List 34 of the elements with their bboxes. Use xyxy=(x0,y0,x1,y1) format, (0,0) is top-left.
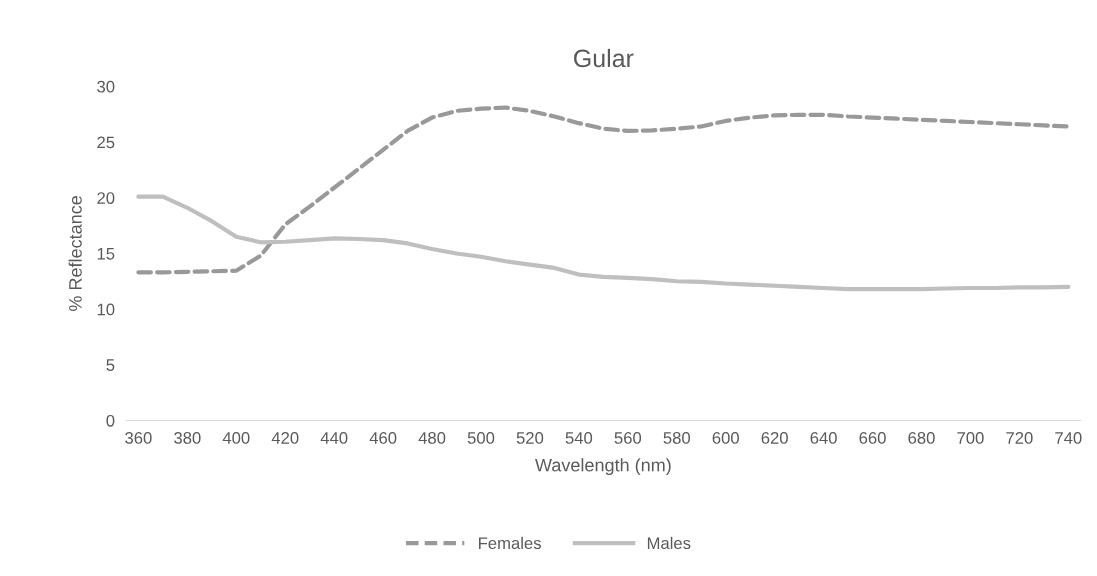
x-tick-label: 540 xyxy=(565,432,593,444)
y-tick-label: 5 xyxy=(106,359,115,371)
x-tick-label: 520 xyxy=(516,432,544,444)
x-tick-label: 620 xyxy=(761,432,788,444)
x-tick-label: 420 xyxy=(271,432,299,444)
x-tick-label: 580 xyxy=(663,432,691,444)
x-tick-label: 660 xyxy=(859,432,886,444)
x-tick-label: 380 xyxy=(174,432,201,444)
x-tick-label: 480 xyxy=(418,432,446,444)
y-tick-label: 10 xyxy=(97,303,115,316)
legend-label: Females xyxy=(479,536,541,550)
x-axis-title: Wavelength (nm) xyxy=(535,458,671,476)
x-tick-label: 360 xyxy=(125,432,152,444)
x-tick-label: 680 xyxy=(908,432,935,444)
y-tick-label: 0 xyxy=(106,414,115,427)
x-tick-label: 560 xyxy=(614,432,642,444)
x-tick-label: 600 xyxy=(712,432,739,444)
x-tick-label: 500 xyxy=(467,432,495,444)
x-tick-label: 400 xyxy=(222,432,250,444)
x-tick-label: 460 xyxy=(369,432,397,444)
y-axis-title: % Reflectance xyxy=(68,196,82,311)
x-tick-label: 640 xyxy=(810,432,837,444)
chart-title: Gular xyxy=(574,48,634,68)
x-tick-label: 740 xyxy=(1055,432,1082,444)
x-tick-label: 700 xyxy=(957,432,984,444)
line-series xyxy=(136,194,1071,292)
x-tick-label: 440 xyxy=(320,432,348,444)
y-tick-label: 20 xyxy=(97,192,115,204)
x-tick-label: 720 xyxy=(1006,432,1033,444)
y-tick-label: 15 xyxy=(97,248,115,260)
y-tick-label: 25 xyxy=(97,136,115,149)
line-series xyxy=(136,105,1071,275)
legend-label: Males xyxy=(647,536,691,550)
y-tick-label: 30 xyxy=(97,80,115,93)
